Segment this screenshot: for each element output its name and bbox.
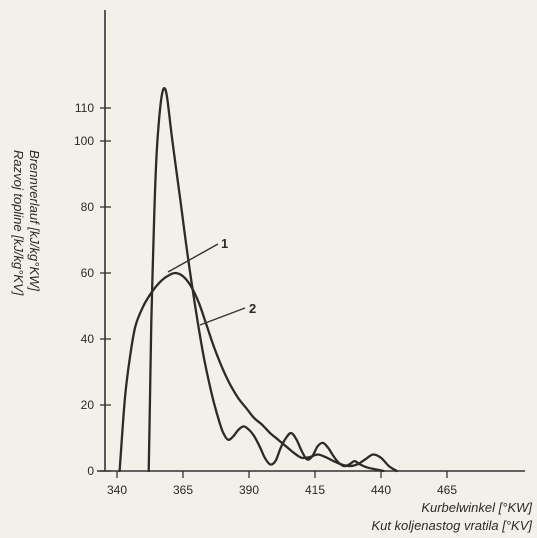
- axes: [97, 10, 525, 472]
- y-tick-label: 60: [81, 266, 95, 280]
- series-1-leader-line: [167, 243, 219, 273]
- y-axis-title-line-1: Brennverlauf [kJ/kg°KW]: [27, 150, 42, 291]
- series-2-label: 2: [249, 301, 256, 316]
- y-tick-label: 20: [81, 398, 95, 412]
- x-tick-label: 365: [173, 483, 193, 497]
- y-tick-label: 100: [74, 134, 94, 148]
- series-1-line: [118, 271, 398, 473]
- series-2-leader-line: [199, 307, 246, 326]
- x-tick-label: 440: [371, 483, 391, 497]
- x-tick-label: 415: [305, 483, 325, 497]
- y-tick-label: 0: [87, 464, 94, 478]
- y-ticks: 0 20 40 60 80 100 110: [74, 101, 111, 478]
- x-axis-title-line-1: Kurbelwinkel [°KW]: [421, 500, 532, 515]
- series-2-line: [147, 86, 385, 473]
- y-tick-label: 110: [75, 101, 94, 115]
- curve-labels: 1 2: [167, 236, 256, 326]
- y-axis-title-line-2: Razvoj topline [kJ/kg°KV]: [11, 150, 26, 296]
- y-axis-title: Brennverlauf [kJ/kg°KW] Razvoj topline […: [11, 150, 42, 296]
- series-lines: [118, 86, 398, 473]
- y-tick-label: 80: [81, 200, 95, 214]
- x-tick-label: 340: [107, 483, 127, 497]
- y-tick-label: 40: [81, 332, 95, 346]
- x-tick-label: 390: [239, 483, 259, 497]
- x-ticks: 340 365 390 415 440 465: [107, 471, 457, 497]
- x-axis-title-line-2: Kut koljenastog vratila [°KV]: [371, 518, 532, 533]
- x-tick-label: 465: [437, 483, 457, 497]
- series-1-label: 1: [221, 236, 228, 251]
